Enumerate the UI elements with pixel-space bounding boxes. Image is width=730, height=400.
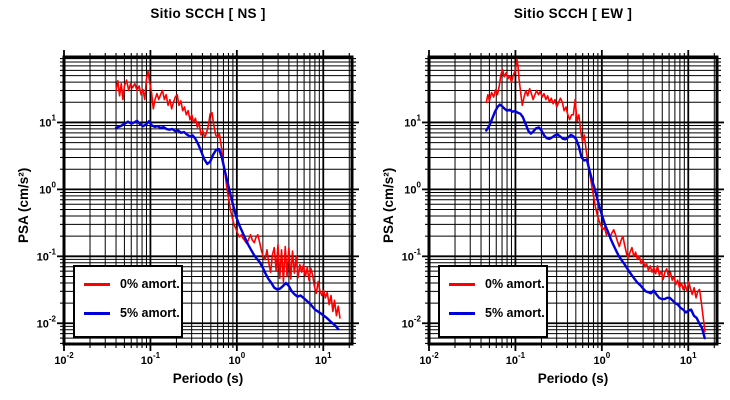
- legend-ns: 0% amort. 5% amort.: [73, 265, 183, 338]
- x-tick-label: 10-1: [506, 351, 526, 367]
- y-tick-label: 100: [404, 180, 421, 196]
- y-tick-label: 100: [39, 180, 56, 196]
- legend-ew: 0% amort. 5% amort.: [438, 265, 548, 338]
- series-line-0: [115, 70, 341, 319]
- legend-line-5pct-icon: [449, 311, 475, 315]
- legend-item-5pct: 5% amort.: [84, 305, 181, 321]
- y-axis-label-ew: PSA (cm/s²): [381, 167, 396, 243]
- x-tick-label: 100: [593, 351, 610, 367]
- legend-item-0pct: 0% amort.: [84, 276, 181, 292]
- plot-border: [62, 55, 354, 346]
- chart-title-ns: Sitio SCCH [ NS ]: [150, 6, 266, 21]
- legend-label-0pct: 0% amort.: [120, 277, 180, 291]
- legend-label-5pct: 5% amort.: [485, 306, 545, 320]
- x-tick-label: 10-2: [419, 351, 439, 367]
- chart-ew: Sitio SCCH [ EW ] 10-2 10-1 100 101 101 100 10…: [365, 0, 730, 400]
- y-tick-label: 10-1: [402, 247, 422, 263]
- x-axis-label-ns: Periodo (s): [172, 371, 244, 386]
- plot-border: [427, 55, 719, 346]
- plot-svg-ns: 10-2 10-1 100 101 101 100 10-1 10-2: [37, 50, 359, 367]
- y-tick-label: 101: [39, 113, 56, 129]
- y-axis-label-ns: PSA (cm/s²): [16, 167, 31, 243]
- chart-ns: Sitio SCCH [ NS ] 10-2 10-1 100 101 101 100 10…: [16, 6, 359, 386]
- x-tick-label: 10-1: [141, 351, 161, 367]
- legend-item-0pct: 0% amort.: [449, 276, 546, 292]
- series-line-1: [485, 103, 706, 340]
- x-axis-label-ew: Periodo (s): [537, 371, 609, 386]
- series-line-0: [485, 58, 706, 333]
- y-tick-label: 10-1: [37, 247, 57, 263]
- chart-title-ew: Sitio SCCH [ EW ]: [513, 6, 633, 21]
- series-line-1: [114, 119, 340, 331]
- legend-item-5pct: 5% amort.: [449, 305, 546, 321]
- x-tick-label: 10-2: [54, 351, 74, 367]
- legend-line-0pct-icon: [449, 282, 475, 286]
- y-tick-label: 10-2: [402, 314, 422, 330]
- x-tick-label: 101: [315, 351, 332, 367]
- legend-line-5pct-icon: [84, 311, 110, 315]
- y-tick-label: 10-2: [37, 314, 57, 330]
- x-tick-label: 101: [680, 351, 697, 367]
- y-tick-label: 101: [404, 113, 421, 129]
- legend-line-0pct-icon: [84, 282, 110, 286]
- legend-label-0pct: 0% amort.: [485, 277, 545, 291]
- x-tick-label: 100: [228, 351, 245, 367]
- legend-label-5pct: 5% amort.: [120, 306, 180, 320]
- plot-svg-ew: 10-2 10-1 100 101 101 100 10-1 10-2: [402, 50, 724, 367]
